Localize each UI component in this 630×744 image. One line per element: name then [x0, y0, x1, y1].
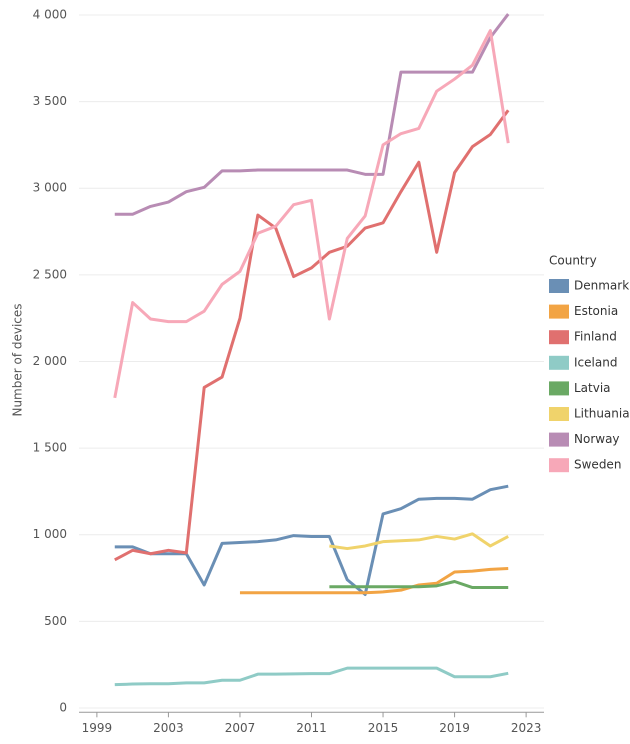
- legend-label: Sweden: [574, 458, 621, 472]
- y-tick-label: 4 000: [33, 7, 67, 21]
- y-tick-label: 2 000: [33, 354, 67, 368]
- x-tick-label: 2011: [296, 721, 327, 735]
- legend-label: Norway: [574, 432, 620, 446]
- y-tick-label: 1 500: [33, 441, 67, 455]
- y-tick-label: 500: [44, 614, 67, 628]
- legend-label: Latvia: [574, 381, 611, 395]
- series-line: [114, 109, 510, 562]
- series-line: [329, 532, 509, 551]
- x-tick-label: 2007: [225, 721, 256, 735]
- x-tick-label: 2015: [368, 721, 399, 735]
- x-tick-label: 2003: [153, 721, 184, 735]
- y-tick-label: 2 500: [33, 267, 67, 281]
- series-line: [113, 29, 510, 399]
- legend-swatch: [549, 330, 569, 345]
- series-line: [114, 13, 510, 216]
- legend-label: Finland: [574, 330, 617, 344]
- series-line: [239, 567, 509, 595]
- series-line: [114, 484, 509, 596]
- y-axis-label: Number of devices: [11, 303, 25, 416]
- legend-swatch: [549, 381, 569, 396]
- legend-swatch: [549, 355, 569, 370]
- series-line: [114, 666, 509, 687]
- legend-label: Denmark: [574, 279, 629, 293]
- legend-label: Estonia: [574, 304, 618, 318]
- y-tick-label: 3 000: [33, 181, 67, 195]
- y-tick-label: 1 000: [33, 527, 67, 541]
- x-tick-label: 2019: [439, 721, 470, 735]
- legend-swatch: [549, 304, 569, 319]
- y-tick-label: 0: [59, 700, 67, 714]
- legend-swatch: [549, 407, 569, 421]
- legend-swatch: [549, 432, 569, 447]
- x-tick-label: 1999: [82, 721, 113, 735]
- x-tick-label: 2023: [511, 721, 542, 735]
- y-tick-label: 3 500: [33, 94, 67, 108]
- legend-label: Lithuania: [574, 407, 630, 421]
- legend-swatch: [549, 279, 569, 293]
- legend-swatch: [549, 458, 569, 473]
- legend-label: Iceland: [574, 355, 617, 369]
- legend-title: Country: [549, 254, 597, 268]
- series-line: [329, 579, 509, 590]
